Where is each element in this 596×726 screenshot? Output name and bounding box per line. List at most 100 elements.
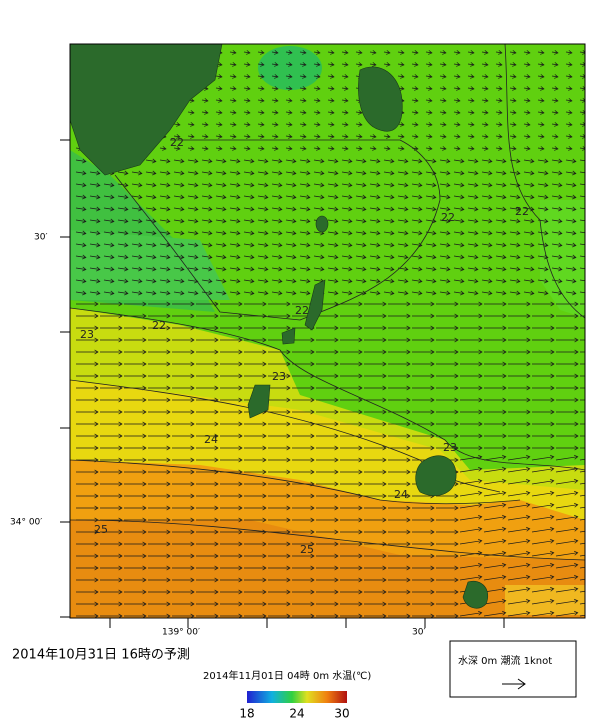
current-arrow bbox=[172, 577, 195, 583]
current-arrow bbox=[481, 266, 493, 272]
current-arrow bbox=[271, 146, 279, 151]
current-arrow bbox=[397, 194, 409, 200]
current-arrow bbox=[556, 373, 579, 379]
current-arrow bbox=[229, 218, 241, 224]
current-arrow bbox=[172, 337, 195, 343]
current-arrow bbox=[229, 50, 237, 55]
current-arrow bbox=[364, 409, 387, 415]
current-arrow bbox=[124, 445, 147, 451]
current-arrow bbox=[439, 254, 451, 260]
current-arrow bbox=[100, 457, 123, 463]
current-arrow bbox=[481, 290, 493, 296]
current-arrow bbox=[124, 349, 147, 355]
current-arrow bbox=[148, 505, 171, 511]
current-arrow bbox=[411, 122, 419, 127]
current-arrow bbox=[495, 170, 507, 176]
current-arrow bbox=[148, 493, 171, 499]
current-arrow bbox=[244, 361, 267, 367]
current-arrow bbox=[453, 218, 465, 224]
current-arrow bbox=[124, 505, 147, 511]
current-arrow bbox=[75, 254, 87, 260]
current-arrow bbox=[196, 349, 219, 355]
contour-label: 22 bbox=[295, 304, 309, 317]
current-arrow bbox=[220, 517, 243, 523]
current-arrow bbox=[243, 62, 251, 67]
current-arrow bbox=[507, 478, 531, 485]
current-arrow bbox=[551, 254, 563, 260]
current-arrow bbox=[159, 182, 171, 188]
current-arrow bbox=[460, 337, 483, 343]
current-arrow bbox=[507, 490, 531, 497]
current-arrow bbox=[508, 385, 531, 391]
current-arrow bbox=[341, 86, 349, 91]
current-arrow bbox=[201, 218, 213, 224]
current-arrow bbox=[495, 62, 503, 67]
current-arrow bbox=[268, 589, 291, 595]
current-arrow bbox=[509, 74, 517, 79]
current-arrow bbox=[271, 50, 279, 55]
current-arrow bbox=[369, 194, 381, 200]
current-arrow bbox=[509, 206, 521, 212]
current-arrow bbox=[220, 397, 243, 403]
current-arrow bbox=[299, 122, 307, 127]
current-arrow bbox=[397, 62, 405, 67]
current-arrow bbox=[257, 122, 265, 127]
current-arrow bbox=[229, 182, 241, 188]
current-arrow bbox=[145, 290, 157, 296]
current-arrow bbox=[196, 445, 219, 451]
current-arrow bbox=[243, 110, 251, 115]
current-arrow bbox=[268, 373, 291, 379]
current-arrow bbox=[196, 457, 219, 463]
current-arrow bbox=[436, 553, 459, 559]
current-arrow bbox=[148, 313, 171, 319]
current-arrow bbox=[537, 62, 545, 67]
current-arrow bbox=[285, 218, 297, 224]
current-arrow bbox=[340, 337, 363, 343]
current-arrow bbox=[341, 230, 353, 236]
current-arrow bbox=[425, 86, 433, 91]
current-arrow bbox=[523, 86, 531, 91]
current-arrow bbox=[579, 458, 585, 461]
current-arrow bbox=[271, 266, 283, 272]
current-arrow bbox=[100, 445, 123, 451]
current-arrow bbox=[425, 242, 437, 248]
current-arrow bbox=[172, 517, 195, 523]
colorbar-tick: 18 bbox=[239, 707, 254, 721]
current-arrow bbox=[412, 337, 435, 343]
current-arrow bbox=[484, 421, 507, 427]
current-arrow bbox=[243, 290, 255, 296]
contour-label: 22 bbox=[515, 205, 529, 218]
current-arrow bbox=[453, 134, 461, 139]
current-arrow bbox=[76, 577, 99, 583]
current-arrow bbox=[124, 385, 147, 391]
current-arrow bbox=[268, 421, 291, 427]
current-arrow bbox=[484, 361, 507, 367]
current-arrow bbox=[299, 206, 311, 212]
current-arrow bbox=[537, 206, 549, 212]
current-arrow bbox=[355, 110, 363, 115]
current-arrow bbox=[229, 158, 241, 164]
current-arrow bbox=[148, 553, 171, 559]
current-arrow bbox=[341, 62, 349, 67]
current-arrow bbox=[257, 74, 265, 79]
current-arrow bbox=[484, 373, 507, 379]
current-arrow bbox=[299, 278, 311, 284]
current-arrow bbox=[285, 158, 297, 164]
current-arrow bbox=[285, 254, 297, 260]
current-arrow bbox=[173, 170, 185, 176]
current-arrow bbox=[292, 469, 315, 475]
current-arrow bbox=[131, 266, 143, 272]
current-arrow bbox=[148, 301, 171, 307]
current-arrow bbox=[388, 589, 411, 595]
current-arrow bbox=[103, 266, 115, 272]
current-arrow bbox=[436, 565, 459, 571]
current-arrow bbox=[299, 110, 307, 115]
current-arrow bbox=[579, 542, 585, 545]
current-arrow bbox=[75, 182, 87, 188]
current-arrow bbox=[268, 397, 291, 403]
current-arrow bbox=[355, 134, 363, 139]
current-arrow bbox=[388, 517, 411, 523]
current-arrow bbox=[215, 182, 227, 188]
current-arrow bbox=[196, 313, 219, 319]
current-arrow bbox=[495, 86, 503, 91]
